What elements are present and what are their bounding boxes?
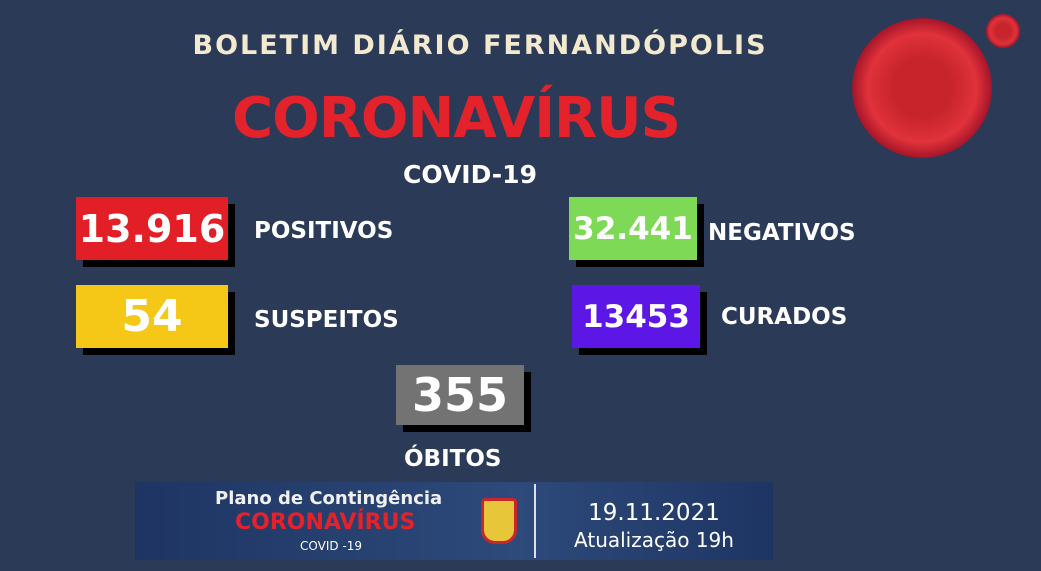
virus-icon [852, 18, 992, 158]
obitos-value: 355 [396, 365, 524, 425]
contingency-banner: Plano de Contingência CORONAVÍRUS COVID … [135, 482, 773, 560]
positivos-label: POSITIVOS [254, 218, 394, 244]
curados-value: 13453 [572, 285, 700, 348]
positivos-value: 13.916 [76, 197, 228, 260]
subtitle: COVID-19 [403, 160, 537, 189]
headline: CORONAVÍRUS [232, 86, 681, 151]
banner-update-time: Atualização 19h [574, 528, 734, 552]
small-virus-icon [986, 14, 1020, 48]
banner-plan-title: Plano de Contingência [215, 488, 443, 509]
banner-date: 19.11.2021 [588, 500, 720, 526]
bulletin-title: BOLETIM DIÁRIO FERNANDÓPOLIS [192, 30, 768, 61]
obitos-label: ÓBITOS [404, 446, 502, 472]
curados-label: CURADOS [721, 304, 848, 330]
negativos-label: NEGATIVOS [708, 220, 856, 246]
city-crest-icon [481, 498, 517, 544]
banner-covid: COVID -19 [300, 539, 363, 553]
suspeitos-value: 54 [76, 285, 228, 348]
suspeitos-label: SUSPEITOS [254, 307, 399, 333]
negativos-value: 32.441 [569, 197, 697, 260]
banner-divider [534, 484, 536, 558]
banner-coronavirus: CORONAVÍRUS [235, 510, 416, 535]
